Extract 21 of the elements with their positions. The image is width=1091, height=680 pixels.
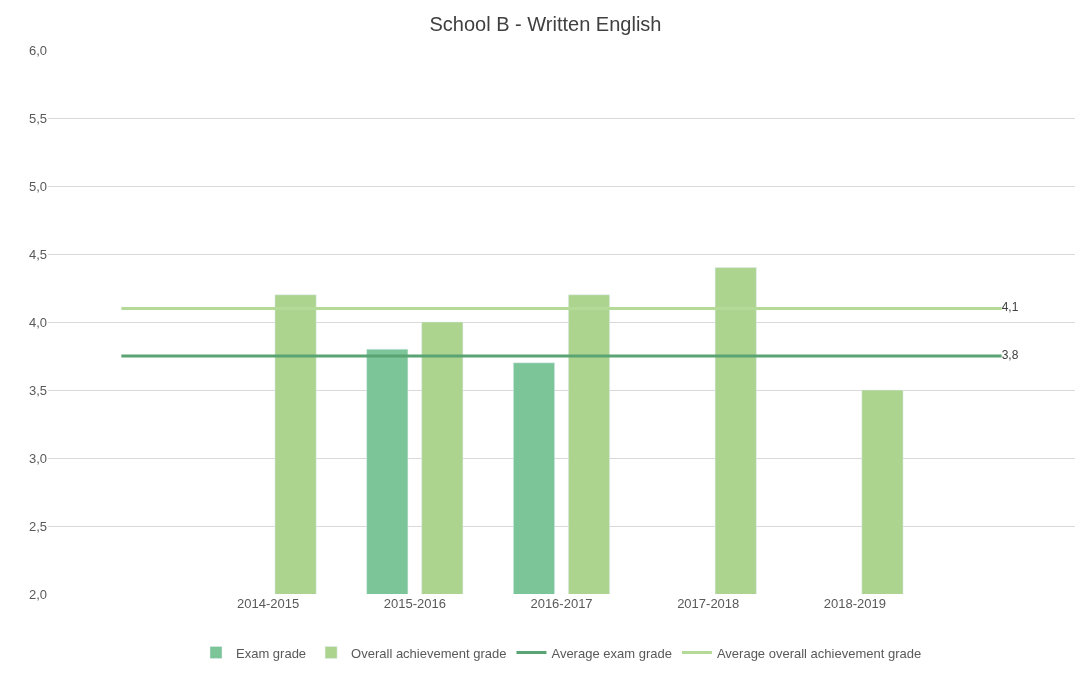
- x-tick-label: 2014-2015: [236, 596, 300, 611]
- y-tick-label: 2,0: [28, 586, 47, 602]
- y-tick-label: 3,0: [28, 450, 47, 466]
- y-tick-label: 4,5: [28, 246, 47, 262]
- legend-label: Overall achievement grade: [351, 645, 507, 661]
- y-tick-label: 3,5: [28, 382, 47, 398]
- y-tick-label: 5,0: [28, 178, 47, 194]
- x-tick-label: 2015-2016: [383, 596, 446, 611]
- y-tick-label: 6,0: [28, 42, 47, 58]
- data-label: 3,8: [1001, 348, 1019, 362]
- data-label: 4,1: [1001, 300, 1019, 315]
- x-tick-label: 2016-2017: [530, 596, 593, 611]
- legend-label: Average exam grade: [551, 645, 672, 661]
- legend-label: Exam grade: [236, 645, 307, 661]
- y-tick-label: 4,0: [28, 314, 47, 330]
- y-tick-label: 5,5: [28, 110, 47, 126]
- x-tick-label: 2018-2019: [823, 596, 887, 611]
- x-tick-label: 2017-2018: [677, 596, 740, 611]
- y-tick-label: 2,5: [28, 518, 47, 534]
- chart-title: School B - Written English: [429, 13, 662, 35]
- legend-label: Average overall achievement grade: [716, 645, 922, 661]
